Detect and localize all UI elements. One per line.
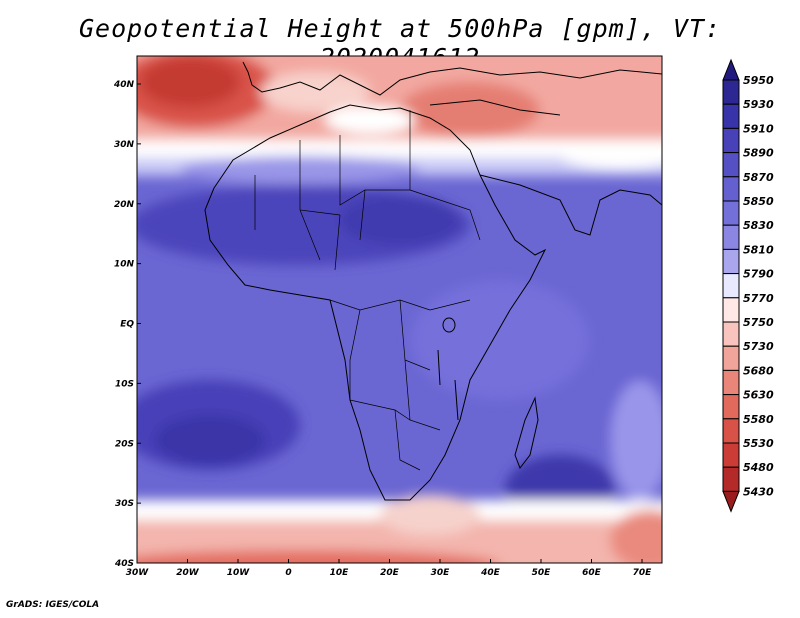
lat-tick-label: 20S [115,439,134,449]
colorbar-level-label: 5530 [743,437,774,450]
lon-tick-label: 10W [227,568,251,578]
lat-tick-label: 40N [113,80,135,90]
colorbar-level-label: 5480 [743,461,774,474]
colorbar-swatch [722,176,740,202]
colorbar-swatch [722,466,740,492]
coastlines [204,61,662,501]
colorbar-swatch [722,127,740,154]
lat-tick-label: 10N [114,260,135,270]
map-frame [136,55,663,564]
colorbar-top-arrow [722,58,740,81]
colorbar-level-label: 5770 [743,292,774,305]
colorbar-swatch [722,224,740,250]
colorbar-swatch [722,345,740,371]
lat-tick-label: 10S [115,379,134,389]
height-field [137,56,662,563]
colorbar-level-label: 5830 [743,219,774,232]
lat-tick-label: 30N [114,140,135,150]
lon-tick-label: 30W [126,568,150,578]
colorbar-level-label: 5910 [743,122,774,135]
colorbar: 5950 5930 5910 5890 5870 5850 5830 5810 5790 5770… [722,58,774,513]
colorbar-swatch [722,394,740,420]
axis-ticks: 30W 20W 10W 0 10E 20E 30E 40E 50E 60E 70E 40N 30N 20N… [113,80,652,578]
colorbar-level-label: 5430 [743,485,774,498]
lon-tick-label: 0 [285,568,291,578]
lon-tick-label: 10E [330,568,350,578]
lon-tick-label: 60E [582,568,602,578]
colorbar-level-label: 5930 [743,98,774,111]
colorbar-level-label: 5630 [743,389,774,402]
lat-tick-label: EQ [120,320,134,330]
lon-tick-label: 40E [480,568,501,578]
colorbar-swatch [722,79,740,105]
colorbar-level-label: 5680 [743,364,774,377]
lakes [437,317,459,421]
colorbar-level-label: 5850 [743,195,774,208]
lat-tick-label: 30S [115,499,134,509]
colorbar-swatch [722,369,740,396]
colorbar-bottom-arrow [722,490,740,513]
colorbar-swatch [722,442,740,468]
lon-tick-label: 50E [532,568,552,578]
lon-tick-label: 30E [431,568,451,578]
colorbar-swatch [722,273,740,299]
lon-tick-label: 20W [176,568,200,578]
colorbar-level-label: 5790 [743,268,774,281]
colorbar-level-label: 5730 [743,340,774,353]
colorbar-level-label: 5580 [743,413,774,426]
colorbar-swatch [722,103,740,129]
colorbar-level-label: 5810 [743,243,774,256]
colorbar-level-label: 5750 [743,316,774,329]
colorbar-swatch [722,248,740,275]
grads-credit: GrADS: IGES/COLA [6,600,100,610]
colorbar-level-label: 5890 [743,147,774,160]
colorbar-swatch [722,418,740,444]
colorbar-swatch [722,321,740,347]
lon-tick-label: 70E [633,568,653,578]
lon-tick-label: 20E [380,568,400,578]
lat-tick-label: 20N [114,200,135,210]
colorbar-level-label: 5870 [743,171,774,184]
colorbar-swatch [722,152,740,178]
colorbar-swatch [722,200,740,226]
colorbar-swatch [722,297,740,323]
country-borders [254,110,481,471]
colorbar-level-label: 5950 [743,74,774,87]
lat-tick-label: 40S [114,559,134,569]
